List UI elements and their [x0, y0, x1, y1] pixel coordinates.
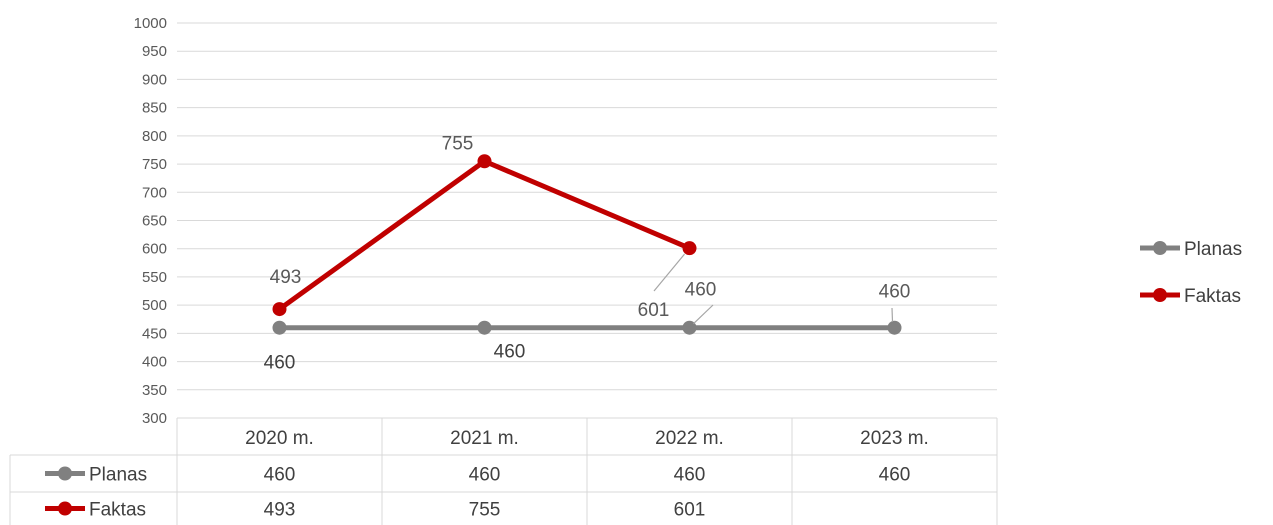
data-label: 460 — [264, 353, 296, 374]
y-tick-label: 500 — [142, 297, 167, 314]
y-tick-label: 850 — [142, 100, 167, 117]
data-table: 2020 m. 2021 m. 2022 m. 2023 m. Planas 460 460… — [9, 417, 998, 525]
gridlines — [177, 22, 997, 391]
data-point — [887, 320, 902, 335]
y-tick-label: 300 — [142, 410, 167, 427]
data-label: 755 — [442, 133, 474, 154]
data-point — [272, 320, 287, 335]
table-cell-value: 601 — [674, 500, 706, 521]
legend-key-dot — [1153, 288, 1167, 302]
legend-key-dot — [1153, 241, 1167, 255]
y-tick-label: 400 — [142, 354, 167, 371]
y-tick-label: 600 — [142, 241, 167, 258]
x-category-label: 2022 m. — [655, 428, 724, 449]
leader-line — [653, 253, 685, 292]
y-tick-label: 1000 — [134, 15, 167, 32]
data-point — [477, 154, 492, 169]
data-point — [477, 320, 492, 335]
y-axis-ticks: 300 350 400 450 500 550 600 650 700 750 800 850 900 9… — [134, 15, 167, 427]
data-label: 601 — [638, 300, 670, 321]
leader-line — [891, 307, 894, 322]
data-point — [682, 320, 697, 335]
table-cell-value: 460 — [674, 465, 706, 486]
y-tick-label: 800 — [142, 128, 167, 145]
table-series-name: Faktas — [89, 500, 146, 521]
series-line-faktas — [278, 158, 691, 312]
data-label: 460 — [685, 280, 717, 301]
table-cell-value: 755 — [469, 500, 501, 521]
data-point — [272, 302, 287, 317]
legend: Planas Faktas — [1140, 239, 1242, 307]
legend-label: Faktas — [1184, 286, 1241, 307]
table-cell-value: 493 — [264, 500, 296, 521]
data-label: 493 — [270, 267, 302, 288]
table-legend-key-dot — [58, 501, 72, 516]
data-label: 460 — [879, 282, 911, 303]
data-label: 460 — [494, 342, 526, 363]
leader-line — [693, 304, 714, 325]
y-tick-label: 750 — [142, 156, 167, 173]
y-tick-label: 700 — [142, 184, 167, 201]
table-cell-value: 460 — [264, 465, 296, 486]
y-tick-label: 950 — [142, 43, 167, 60]
data-labels: 460 460 460 460 493 755 601 — [264, 133, 911, 373]
data-point — [682, 241, 697, 256]
x-category-label: 2023 m. — [860, 428, 929, 449]
x-category-label: 2021 m. — [450, 428, 519, 449]
table-cell-value: 460 — [469, 465, 501, 486]
y-tick-label: 900 — [142, 71, 167, 88]
legend-label: Planas — [1184, 239, 1242, 260]
series-lines — [272, 154, 902, 335]
table-legend-key-dot — [58, 466, 72, 481]
y-tick-label: 650 — [142, 213, 167, 230]
y-tick-label: 450 — [142, 325, 167, 342]
y-tick-label: 350 — [142, 382, 167, 399]
table-series-name: Planas — [89, 465, 147, 486]
y-tick-label: 550 — [142, 269, 167, 286]
x-category-label: 2020 m. — [245, 428, 314, 449]
table-cell-value: 460 — [879, 465, 911, 486]
